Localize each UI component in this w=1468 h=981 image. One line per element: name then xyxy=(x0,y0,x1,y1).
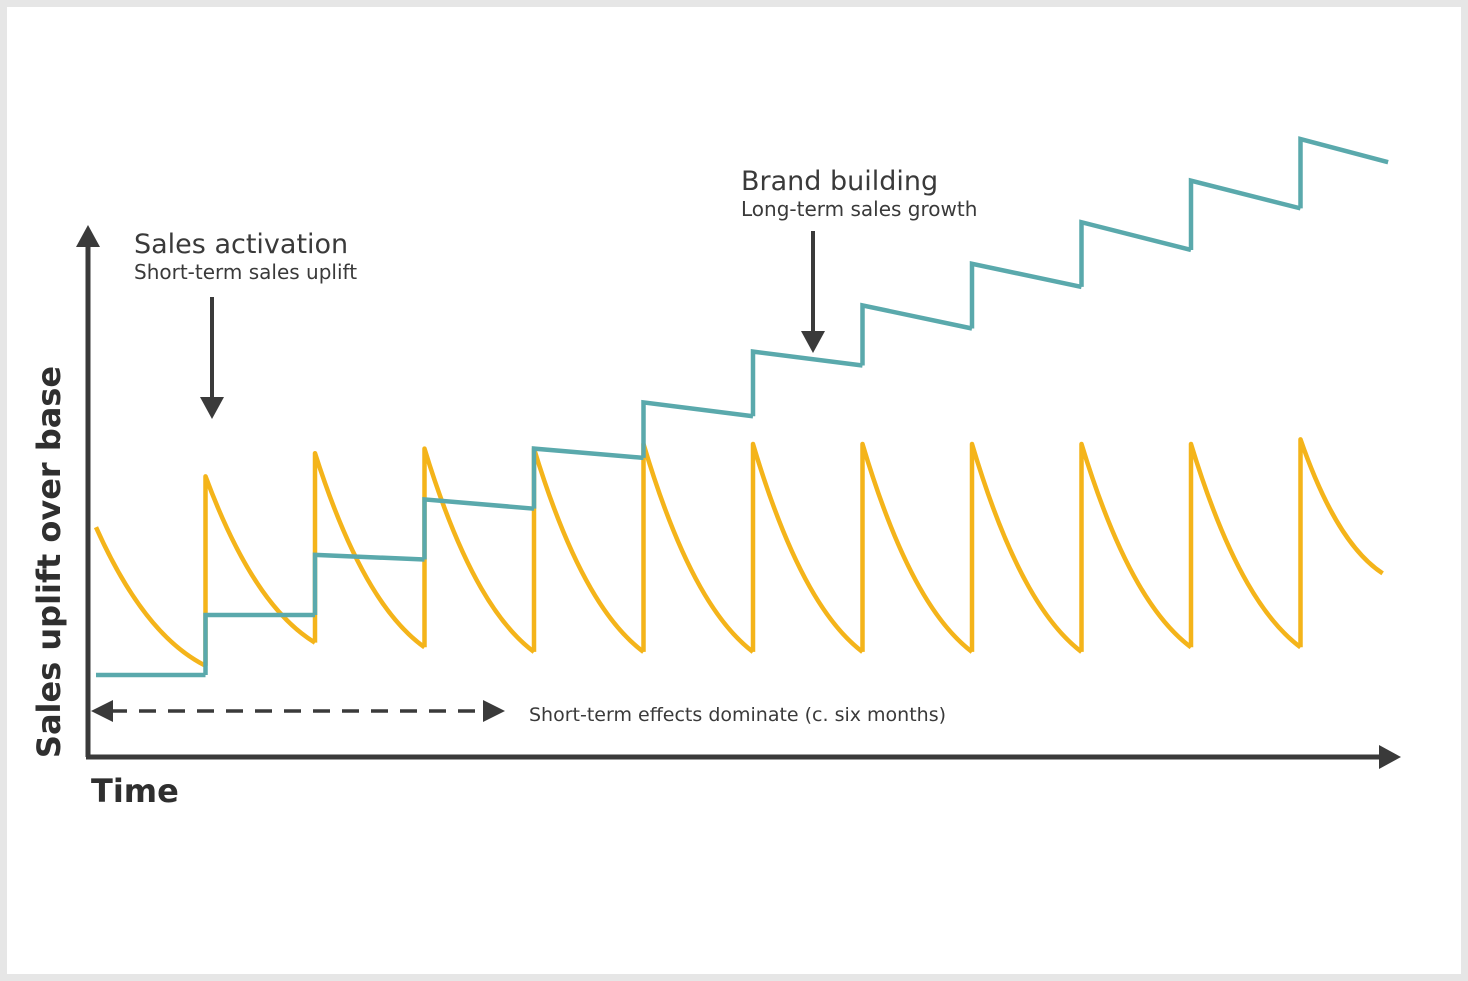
series-brand-building xyxy=(96,136,1389,678)
activation-pulse xyxy=(641,441,755,654)
chart-svg: Sales uplift over base Time Sales activa… xyxy=(30,136,1401,810)
span-left-arrowhead xyxy=(91,700,113,722)
span-right-arrowhead xyxy=(483,700,505,722)
brand-step xyxy=(969,261,1082,329)
activation-pulse xyxy=(531,446,645,654)
x-axis-label: Time xyxy=(91,772,179,810)
activation-pulse xyxy=(1079,441,1193,652)
brand-step xyxy=(531,446,644,509)
chart-card: Sales uplift over base Time Sales activa… xyxy=(7,7,1461,974)
brand-step xyxy=(1298,136,1389,209)
activation-pulse xyxy=(750,441,864,654)
brand-step xyxy=(750,349,863,417)
activation-pulse xyxy=(860,441,974,654)
activation-pulse xyxy=(1188,441,1302,650)
activation-pulse xyxy=(1298,437,1384,648)
brand-building-arrowhead xyxy=(801,331,825,353)
span-note: Short-term effects dominate (c. six mont… xyxy=(529,704,946,726)
brand-step xyxy=(312,552,425,615)
x-axis-arrowhead xyxy=(1379,745,1401,769)
activation-pulse xyxy=(312,450,426,650)
brand-step xyxy=(641,399,754,458)
activation-pulse xyxy=(422,446,536,654)
sales-activation-subtitle: Short-term sales uplift xyxy=(134,260,357,284)
activation-pulse xyxy=(969,441,1083,654)
brand-step xyxy=(1188,177,1302,250)
sales-activation-title: Sales activation xyxy=(134,229,348,260)
brand-step xyxy=(203,612,315,675)
activation-pulse xyxy=(93,526,207,668)
brand-step xyxy=(860,302,973,366)
sales-activation-arrowhead xyxy=(200,397,224,419)
activation-pulse xyxy=(203,474,317,666)
brand-building-subtitle: Long-term sales growth xyxy=(741,197,977,221)
y-axis-arrowhead xyxy=(76,225,100,247)
brand-step xyxy=(422,496,535,560)
brand-step xyxy=(1079,219,1192,287)
series-sales-activation xyxy=(93,437,1384,668)
y-axis-label: Sales uplift over base xyxy=(30,366,68,758)
brand-building-title: Brand building xyxy=(741,166,938,197)
